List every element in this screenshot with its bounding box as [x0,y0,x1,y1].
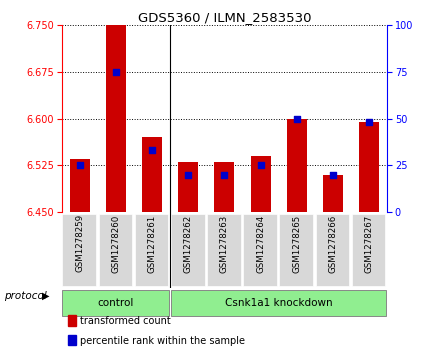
Point [366,119,373,125]
Text: ▶: ▶ [42,291,49,301]
Point [293,116,300,122]
FancyBboxPatch shape [62,213,96,286]
Point [112,69,119,75]
Bar [142,138,162,212]
Bar [323,175,343,212]
FancyBboxPatch shape [171,290,386,316]
Bar [106,25,126,212]
Bar [359,122,379,212]
Bar [68,335,76,345]
Text: GSM1278259: GSM1278259 [75,215,84,273]
Text: transformed count: transformed count [81,316,171,326]
Bar [68,315,76,326]
Text: GSM1278263: GSM1278263 [220,215,229,273]
FancyBboxPatch shape [279,213,313,286]
FancyBboxPatch shape [352,213,385,286]
Bar [214,162,235,212]
FancyBboxPatch shape [207,213,241,286]
Text: GSM1278264: GSM1278264 [256,215,265,273]
Bar [70,159,90,212]
Point [185,172,192,178]
Title: GDS5360 / ILMN_2583530: GDS5360 / ILMN_2583530 [138,11,311,24]
Bar [178,162,198,212]
FancyBboxPatch shape [99,213,132,286]
Text: percentile rank within the sample: percentile rank within the sample [81,335,246,346]
FancyBboxPatch shape [135,213,169,286]
Text: GSM1278260: GSM1278260 [111,215,121,273]
FancyBboxPatch shape [62,290,169,316]
Point [330,172,337,178]
Text: protocol: protocol [4,291,47,301]
Point [76,163,83,168]
FancyBboxPatch shape [171,213,205,286]
Text: GSM1278267: GSM1278267 [365,215,374,273]
Bar [287,119,307,212]
Point [149,148,156,154]
Point [221,172,228,178]
Point [257,163,264,168]
FancyBboxPatch shape [243,213,277,286]
Text: control: control [98,298,134,307]
Text: GSM1278265: GSM1278265 [292,215,301,273]
Text: GSM1278262: GSM1278262 [184,215,193,273]
Text: GSM1278261: GSM1278261 [147,215,157,273]
Bar [251,156,271,212]
FancyBboxPatch shape [315,213,349,286]
Text: GSM1278266: GSM1278266 [328,215,337,273]
Text: Csnk1a1 knockdown: Csnk1a1 knockdown [225,298,333,307]
